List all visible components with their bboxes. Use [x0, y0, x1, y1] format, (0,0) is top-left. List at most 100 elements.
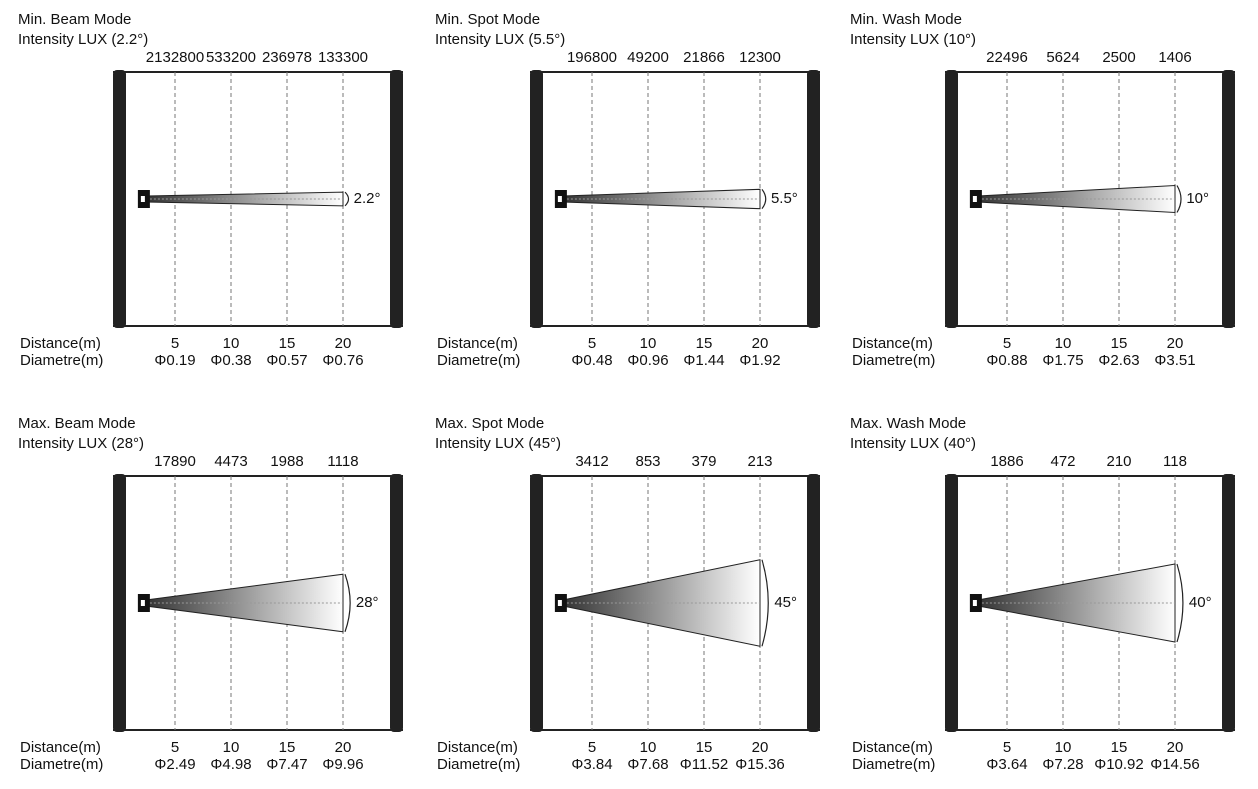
panel-title: Min. Wash Mode — [850, 11, 962, 28]
distance-value: 10 — [1055, 739, 1072, 756]
frame-left — [945, 70, 958, 328]
lux-value: 17890 — [154, 453, 196, 470]
diameter-value: Φ3.64 — [986, 756, 1027, 773]
panel-title: Min. Spot Mode — [435, 11, 540, 28]
panel-subtitle: Intensity LUX (5.5°) — [435, 31, 565, 48]
panel-subtitle: Intensity LUX (28°) — [18, 435, 144, 452]
panel-title: Max. Beam Mode — [18, 415, 136, 432]
frame-right — [390, 70, 403, 328]
diameter-value: Φ11.52 — [680, 756, 728, 773]
angle-arc — [344, 573, 351, 633]
fixture-notch — [972, 196, 977, 202]
distance-label: Distance(m) — [852, 739, 933, 756]
distance-value: 5 — [171, 335, 179, 352]
frame-left — [113, 474, 126, 732]
diameter-label: Diametre(m) — [20, 352, 103, 369]
diameter-value: Φ0.96 — [627, 352, 668, 369]
frame-right — [1222, 70, 1235, 328]
angle-label: 2.2° — [354, 190, 381, 207]
lux-value: 236978 — [262, 49, 312, 66]
diameter-value: Φ14.56 — [1150, 756, 1200, 773]
distance-value: 20 — [335, 335, 352, 352]
lux-value: 196800 — [567, 49, 617, 66]
distance-value: 5 — [588, 335, 596, 352]
diameter-value: Φ0.76 — [322, 352, 363, 369]
lux-value: 2500 — [1102, 49, 1135, 66]
frame-right — [807, 70, 820, 328]
diameter-value: Φ0.57 — [266, 352, 307, 369]
fixture-notch — [140, 196, 145, 202]
distance-value: 5 — [588, 739, 596, 756]
lux-value: 3412 — [575, 453, 608, 470]
angle-label: 45° — [774, 594, 797, 611]
distance-label: Distance(m) — [20, 739, 101, 756]
diameter-value: Φ1.92 — [739, 352, 780, 369]
distance-value: 5 — [171, 739, 179, 756]
diameter-value: Φ7.28 — [1042, 756, 1083, 773]
angle-arc — [761, 188, 767, 210]
lux-value: 1118 — [327, 453, 358, 470]
frame-left — [530, 474, 543, 732]
lux-value: 133300 — [318, 49, 368, 66]
lux-value: 1406 — [1158, 49, 1191, 66]
lux-value: 5624 — [1046, 49, 1079, 66]
distance-value: 15 — [279, 335, 296, 352]
diameter-value: Φ2.49 — [154, 756, 195, 773]
diameter-value: Φ0.38 — [210, 352, 251, 369]
panel-subtitle: Intensity LUX (45°) — [435, 435, 561, 452]
distance-value: 20 — [1167, 335, 1184, 352]
panel-subtitle: Intensity LUX (10°) — [850, 31, 976, 48]
distance-value: 10 — [640, 739, 657, 756]
angle-label: 5.5° — [771, 190, 798, 207]
diameter-label: Diametre(m) — [20, 756, 103, 773]
diameter-label: Diametre(m) — [437, 756, 520, 773]
lux-value: 12300 — [739, 49, 781, 66]
distance-value: 10 — [1055, 335, 1072, 352]
diameter-value: Φ0.88 — [986, 352, 1027, 369]
lux-value: 472 — [1050, 453, 1075, 470]
distance-value: 10 — [223, 335, 240, 352]
angle-arc — [1176, 563, 1184, 643]
distance-value: 20 — [752, 739, 769, 756]
fixture-notch — [972, 600, 977, 606]
diameter-value: Φ3.84 — [571, 756, 612, 773]
angle-label: 10° — [1186, 190, 1209, 207]
distance-value: 20 — [752, 335, 769, 352]
distance-value: 5 — [1003, 335, 1011, 352]
diameter-value: Φ2.63 — [1098, 352, 1139, 369]
diameter-value: Φ3.51 — [1154, 352, 1195, 369]
lux-value: 2132800 — [146, 49, 204, 66]
panel-title: Max. Wash Mode — [850, 415, 966, 432]
diameter-value: Φ0.48 — [571, 352, 612, 369]
frame-right — [1222, 474, 1235, 732]
distance-value: 20 — [1167, 739, 1184, 756]
diameter-value: Φ10.92 — [1094, 756, 1144, 773]
distance-value: 15 — [696, 335, 713, 352]
lux-value: 853 — [635, 453, 660, 470]
lux-value: 21866 — [683, 49, 725, 66]
diameter-value: Φ1.44 — [683, 352, 724, 369]
frame-left — [945, 474, 958, 732]
panel-title: Min. Beam Mode — [18, 11, 131, 28]
lux-value: 1886 — [990, 453, 1023, 470]
distance-label: Distance(m) — [852, 335, 933, 352]
frame-left — [113, 70, 126, 328]
distance-value: 10 — [223, 739, 240, 756]
diameter-value: Φ15.36 — [735, 756, 785, 773]
distance-label: Distance(m) — [437, 739, 518, 756]
lux-value: 210 — [1106, 453, 1131, 470]
distance-value: 15 — [279, 739, 296, 756]
lux-value: 22496 — [986, 49, 1028, 66]
diameter-label: Diametre(m) — [437, 352, 520, 369]
panel-subtitle: Intensity LUX (40°) — [850, 435, 976, 452]
angle-arc — [1176, 185, 1182, 213]
frame-left — [530, 70, 543, 328]
fixture-notch — [557, 196, 562, 202]
diameter-value: Φ7.68 — [627, 756, 668, 773]
distance-label: Distance(m) — [437, 335, 518, 352]
panel-subtitle: Intensity LUX (2.2°) — [18, 31, 148, 48]
diameter-label: Diametre(m) — [852, 756, 935, 773]
distance-value: 15 — [696, 739, 713, 756]
frame-right — [390, 474, 403, 732]
